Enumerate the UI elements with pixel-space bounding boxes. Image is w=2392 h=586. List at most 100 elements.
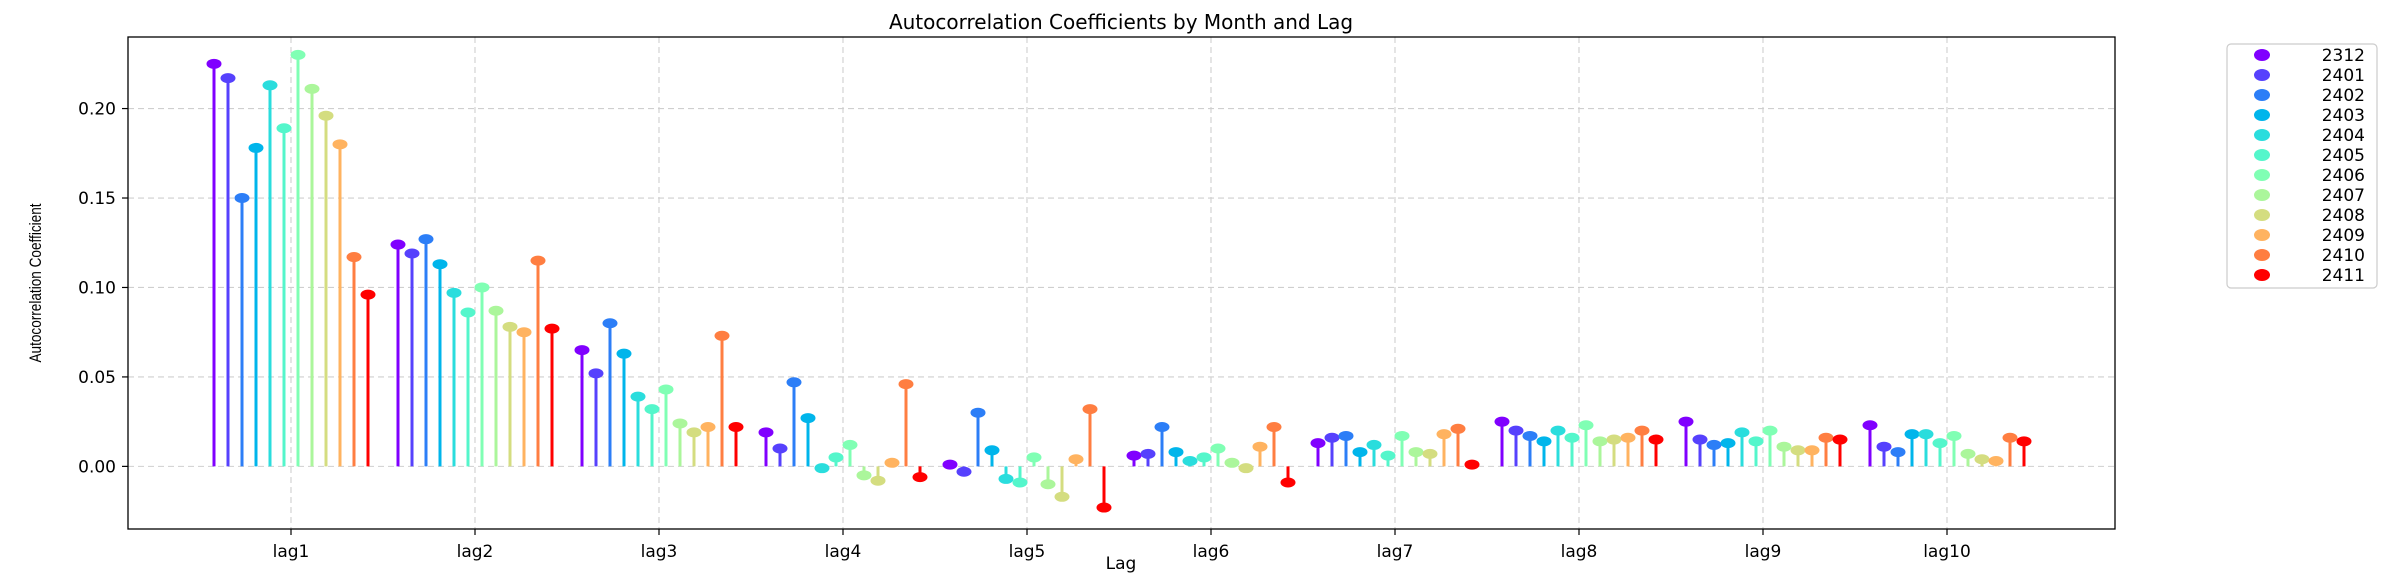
marker [1706, 439, 1722, 450]
marker [1988, 456, 2004, 467]
marker [1096, 502, 1112, 513]
grid-layer [128, 37, 2115, 529]
marker [956, 466, 972, 477]
marker [1620, 432, 1636, 443]
marker [1436, 429, 1452, 440]
marker [1082, 404, 1098, 415]
marks-layer [206, 49, 2032, 513]
marker [516, 327, 532, 338]
marker [1210, 443, 1226, 454]
marker [1918, 429, 1934, 440]
chart-title: Autocorrelation Coefficients by Month an… [889, 10, 1353, 34]
legend-label: 2402 [2322, 86, 2365, 106]
marker [248, 142, 264, 153]
marker [446, 287, 462, 298]
marker [1310, 438, 1326, 449]
marker [1012, 477, 1028, 488]
marker [686, 427, 702, 438]
marker [332, 139, 348, 150]
marker [758, 427, 774, 438]
marker [1946, 430, 1962, 441]
legend-label: 2411 [2322, 266, 2365, 286]
x-tick-label: lag2 [457, 542, 494, 562]
marker [1720, 438, 1736, 449]
marker [404, 248, 420, 259]
marker [1126, 450, 1142, 461]
legend-marker [2254, 229, 2270, 241]
marker [728, 422, 744, 433]
marker [346, 252, 362, 263]
marker [1140, 448, 1156, 459]
marker [1862, 420, 1878, 431]
marker [1790, 445, 1806, 456]
x-tick-label: lag3 [641, 542, 678, 562]
marker [970, 407, 986, 418]
legend-label: 2406 [2322, 166, 2365, 186]
marker [1762, 425, 1778, 436]
legend-marker [2254, 69, 2270, 81]
marker [1904, 429, 1920, 440]
marker [772, 443, 788, 454]
legend-label: 2408 [2322, 206, 2365, 226]
marker [1564, 432, 1580, 443]
x-tick-label: lag7 [1377, 542, 1414, 562]
marker [1196, 452, 1212, 463]
marker [262, 80, 278, 91]
marker [912, 472, 928, 483]
legend-label: 2407 [2322, 186, 2365, 206]
marker [1804, 445, 1820, 456]
marker [1280, 477, 1296, 488]
marker [700, 422, 716, 433]
marker [1394, 430, 1410, 441]
x-tick-label: lag5 [1009, 542, 1046, 562]
x-tick-label: lag8 [1561, 542, 1598, 562]
marker [984, 445, 1000, 456]
legend-marker [2254, 189, 2270, 201]
marker [800, 413, 816, 424]
marker [1338, 430, 1354, 441]
marker [544, 323, 560, 334]
marker [942, 459, 958, 470]
marker [460, 307, 476, 318]
legend-label: 2409 [2322, 226, 2365, 246]
legend-marker [2254, 149, 2270, 161]
marker [1776, 441, 1792, 452]
legend-label: 2403 [2322, 106, 2365, 126]
marker [1974, 454, 1990, 465]
marker [418, 234, 434, 245]
legend-label: 2401 [2322, 66, 2365, 86]
legend-frame [2226, 43, 2378, 289]
marker [574, 345, 590, 356]
marker [602, 318, 618, 329]
marker [1352, 447, 1368, 458]
marker [616, 348, 632, 359]
x-tick-label: lag6 [1193, 542, 1230, 562]
marker [1182, 456, 1198, 467]
legend-label: 2405 [2322, 146, 2365, 166]
marker [1026, 452, 1042, 463]
legend-marker [2254, 209, 2270, 221]
marker [1380, 450, 1396, 461]
axes-layer: 0.00 0.05 0.10 0.15 0.20 lag1 lag2 lag3 lag4 lag5… [78, 100, 1971, 562]
marker [502, 321, 518, 332]
y-tick-label: 0.10 [78, 278, 116, 298]
legend-label: 2312 [2322, 46, 2365, 66]
marker [786, 377, 802, 388]
marker [1408, 447, 1424, 458]
y-axis-label: Autocorrelation Coefficient [27, 203, 46, 363]
marker [672, 418, 688, 429]
marker [1054, 491, 1070, 502]
marker [1168, 447, 1184, 458]
x-tick-label: lag1 [273, 542, 310, 562]
legend-label: 2410 [2322, 246, 2365, 266]
marker [856, 470, 872, 481]
legend-marker [2254, 269, 2270, 281]
marker [842, 439, 858, 450]
marker [714, 330, 730, 341]
marker [1692, 434, 1708, 445]
marker [898, 379, 914, 390]
marker [1324, 432, 1340, 443]
marker [1536, 436, 1552, 447]
marker [1422, 448, 1438, 459]
